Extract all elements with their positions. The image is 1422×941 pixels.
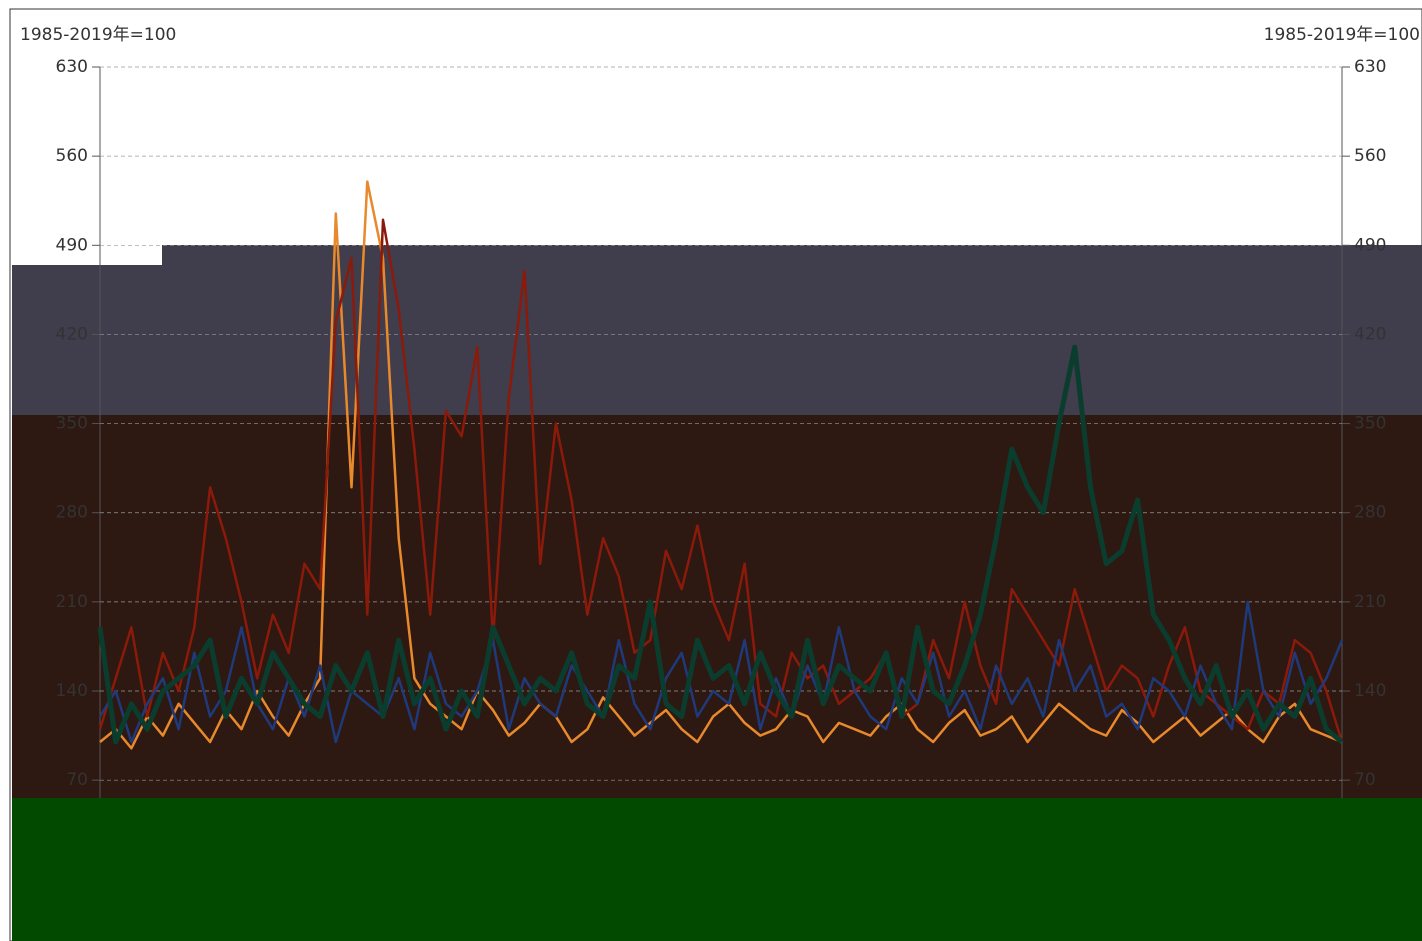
band xyxy=(12,265,162,435)
y-tick-label: 70 xyxy=(66,770,88,790)
y-tick-label: 420 xyxy=(56,324,88,344)
y2-tick-label: 70 xyxy=(1354,770,1376,790)
y2-tick-label: 140 xyxy=(1354,681,1386,701)
y2-tick-label: 560 xyxy=(1354,146,1386,166)
band xyxy=(12,798,1422,941)
band xyxy=(12,415,1422,798)
y2-tick-label: 490 xyxy=(1354,235,1386,255)
y-tick-label: 560 xyxy=(56,146,88,166)
y2-axis-label: 1985-2019年=100 xyxy=(1264,25,1420,45)
series-line xyxy=(97,344,1344,745)
y2-tick-label: 630 xyxy=(1354,57,1386,77)
y2-tick-label: 210 xyxy=(1354,592,1386,612)
y-tick-label: 490 xyxy=(56,235,88,255)
y-tick-label: 350 xyxy=(56,414,88,434)
y-tick-label: 630 xyxy=(56,57,88,77)
y-tick-label: 280 xyxy=(56,503,88,523)
series-line xyxy=(99,180,1343,750)
y-axis-label: 1985-2019年=100 xyxy=(20,25,176,45)
y-tick-label: 210 xyxy=(56,592,88,612)
y2-tick-label: 280 xyxy=(1354,503,1386,523)
y2-tick-label: 420 xyxy=(1354,324,1386,344)
band xyxy=(162,245,1422,435)
series-line xyxy=(98,218,1344,743)
y2-tick-label: 350 xyxy=(1354,414,1386,434)
y-tick-label: 140 xyxy=(56,681,88,701)
